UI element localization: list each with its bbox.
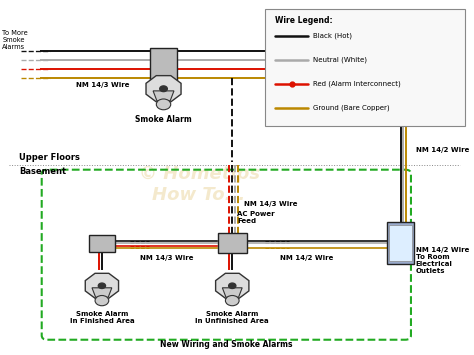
Circle shape (98, 283, 106, 289)
Text: Smoke Alarm
In Unfinished Area: Smoke Alarm In Unfinished Area (195, 311, 269, 324)
Text: AC Power
Feed: AC Power Feed (237, 211, 274, 224)
Polygon shape (153, 91, 174, 101)
Text: Ground (Bare Copper): Ground (Bare Copper) (313, 105, 390, 111)
FancyBboxPatch shape (150, 48, 177, 82)
Circle shape (228, 283, 236, 289)
Text: Red (Alarm Interconnect): Red (Alarm Interconnect) (313, 81, 401, 87)
Text: NM 14/2 Wire
To Room
Electrical
Outlets: NM 14/2 Wire To Room Electrical Outlets (416, 247, 469, 274)
Text: Black (Hot): Black (Hot) (313, 32, 352, 39)
Circle shape (160, 86, 167, 92)
FancyBboxPatch shape (387, 222, 413, 264)
Text: NM 14/3 Wire: NM 14/3 Wire (244, 201, 298, 207)
Text: New Wiring and Smoke Alarms: New Wiring and Smoke Alarms (160, 340, 292, 349)
Text: © Hometips
How To...: © Hometips How To... (138, 165, 260, 204)
Polygon shape (85, 273, 118, 298)
Text: Wire Legend:: Wire Legend: (275, 16, 333, 25)
Circle shape (226, 295, 239, 306)
Text: NM 14/3 Wire: NM 14/3 Wire (76, 82, 129, 88)
Circle shape (156, 99, 171, 110)
Text: Neutral (White): Neutral (White) (313, 56, 367, 63)
Text: Feed from
Circuit
Breaker: Feed from Circuit Breaker (416, 50, 456, 70)
Text: Smoke Alarm: Smoke Alarm (135, 115, 192, 124)
Text: NM 14/2 Wire: NM 14/2 Wire (416, 147, 469, 153)
FancyBboxPatch shape (390, 225, 411, 261)
FancyBboxPatch shape (218, 234, 247, 253)
Text: To More
Smoke
Alarms: To More Smoke Alarms (2, 30, 28, 50)
FancyBboxPatch shape (89, 235, 115, 252)
FancyBboxPatch shape (265, 9, 465, 126)
Polygon shape (222, 288, 242, 297)
Text: Basement: Basement (19, 167, 66, 176)
Text: NM 14/2 Wire: NM 14/2 Wire (280, 255, 334, 261)
Polygon shape (92, 288, 112, 297)
Circle shape (95, 295, 109, 306)
Text: Upper Floors: Upper Floors (19, 153, 80, 162)
Polygon shape (216, 273, 249, 298)
Polygon shape (146, 76, 181, 102)
Text: NM 14/3 Wire: NM 14/3 Wire (140, 255, 194, 261)
Text: Smoke Alarm
In Finished Area: Smoke Alarm In Finished Area (70, 311, 134, 324)
